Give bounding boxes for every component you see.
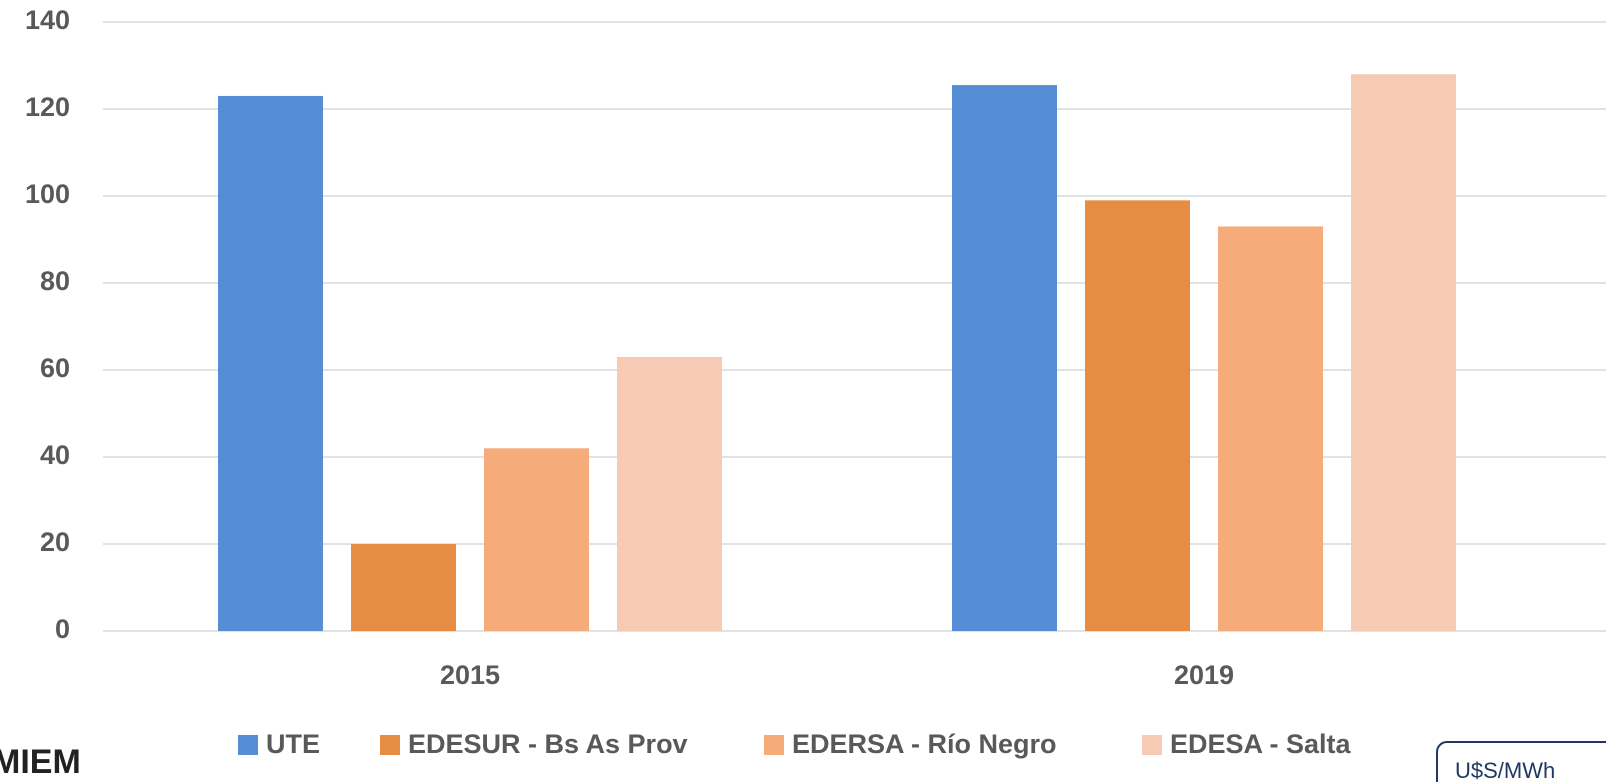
y-tick-label: 0 — [55, 614, 70, 644]
legend-swatch — [1142, 735, 1162, 755]
legend-label: EDESA - Salta — [1170, 729, 1352, 759]
y-tick-label: 120 — [25, 92, 70, 122]
legend-label: UTE — [266, 729, 320, 759]
y-tick-label: 40 — [40, 440, 70, 470]
unit-box — [1436, 741, 1606, 782]
bar — [218, 95, 323, 631]
unit-label: U$S/MWh — [1455, 758, 1555, 782]
bar — [617, 356, 722, 631]
legend-swatch — [238, 735, 258, 755]
x-tick-label: 2019 — [1174, 660, 1234, 690]
bar — [1351, 74, 1456, 631]
bar — [952, 85, 1057, 631]
bar — [1085, 200, 1190, 631]
bar — [1218, 226, 1323, 631]
bar — [351, 544, 456, 631]
y-tick-label: 140 — [25, 5, 70, 35]
y-tick-label: 20 — [40, 527, 70, 557]
y-tick-label: 80 — [40, 266, 70, 296]
y-tick-label: 60 — [40, 353, 70, 383]
y-tick-label: 100 — [25, 179, 70, 209]
legend-swatch — [764, 735, 784, 755]
legend-swatch — [380, 735, 400, 755]
x-tick-label: 2015 — [440, 660, 500, 690]
logo: MIEM — [0, 743, 81, 781]
legend-label: EDESUR - Bs As Prov — [408, 729, 688, 759]
bar — [484, 448, 589, 631]
legend-label: EDERSA - Río Negro — [792, 729, 1057, 759]
